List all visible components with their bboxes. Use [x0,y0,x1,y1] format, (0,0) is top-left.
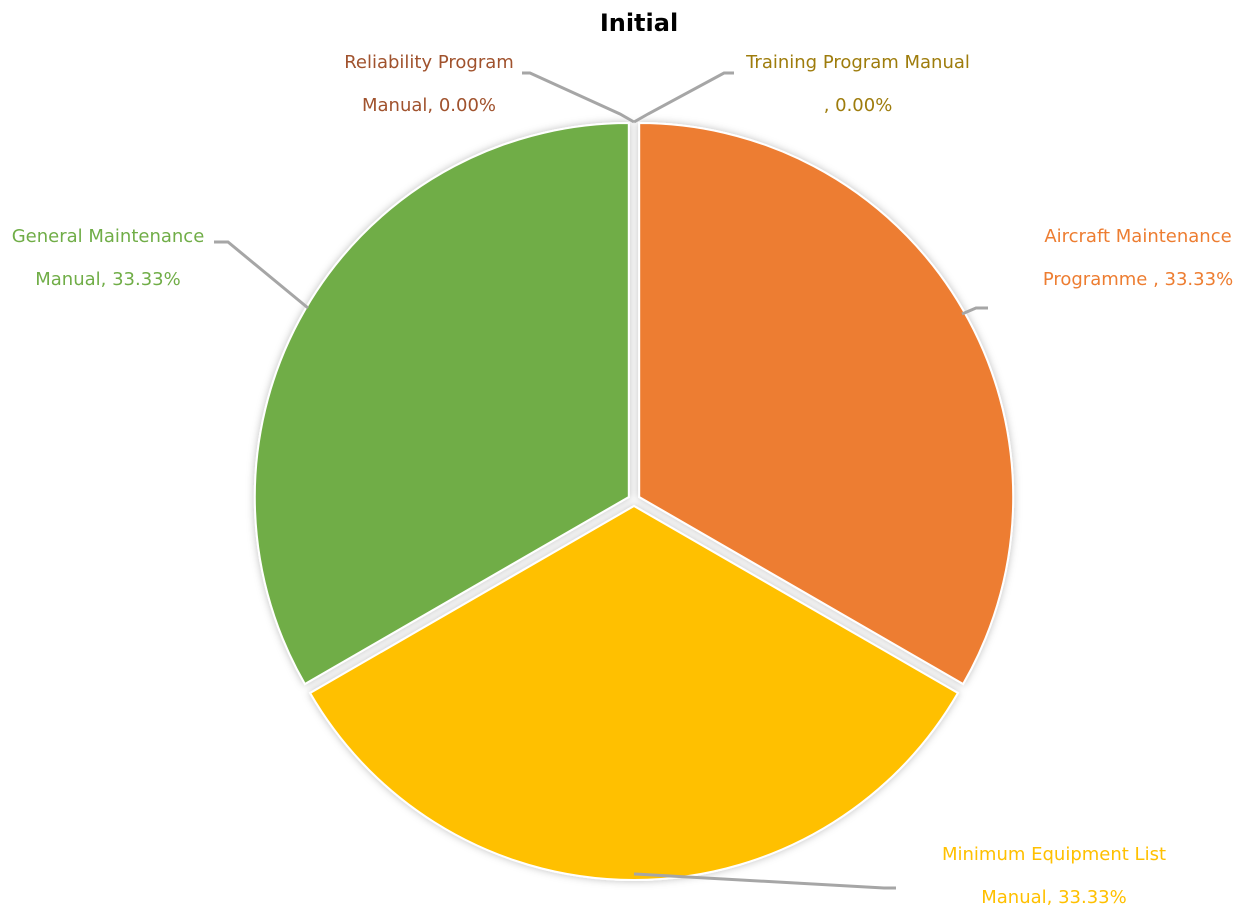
data-label-line: Training Program Manual [745,52,970,73]
leader-line-minimum-equipment-list-manual [633,872,896,890]
pie-slice-general-maintenance-manual [253,121,630,686]
data-label-line: Manual, 33.33% [35,269,181,290]
leader-lines [214,71,988,890]
data-label-line: Manual, 33.33% [981,887,1127,908]
data-label-minimum-equipment-list-manual: Minimum Equipment List Manual, 33.33% [942,844,1166,908]
data-label-general-maintenance-manual: General Maintenance Manual, 33.33% [12,226,205,290]
data-label-reliability-program-manual: Reliability Program Manual, 0.00% [344,52,514,116]
data-label-line: Reliability Program [344,52,514,73]
chart-title: Initial [600,9,678,37]
data-label-aircraft-maintenance-programme: Aircraft Maintenance Programme , 33.33% [1043,226,1233,290]
data-label-line: , 0.00% [824,95,893,116]
data-labels: Reliability Program Manual, 0.00% Training… [12,52,1233,908]
pie-slice-minimum-equipment-list-manual [308,504,960,881]
leader-line-reliability-program-manual [522,71,635,124]
leader-line-training-program-manual [633,71,734,124]
data-label-line: Manual, 0.00% [362,95,496,116]
pie-slices [253,121,1015,881]
data-label-training-program-manual: Training Program Manual , 0.00% [745,52,970,116]
data-label-line: General Maintenance [12,226,205,247]
leader-line-aircraft-maintenance-programme [961,306,988,316]
data-label-line: Programme , 33.33% [1043,269,1233,290]
data-label-line: Aircraft Maintenance [1044,226,1231,247]
data-label-line: Minimum Equipment List [942,844,1166,865]
pie-slice-aircraft-maintenance-programme [638,121,1015,686]
leader-line-general-maintenance-manual [214,240,309,310]
